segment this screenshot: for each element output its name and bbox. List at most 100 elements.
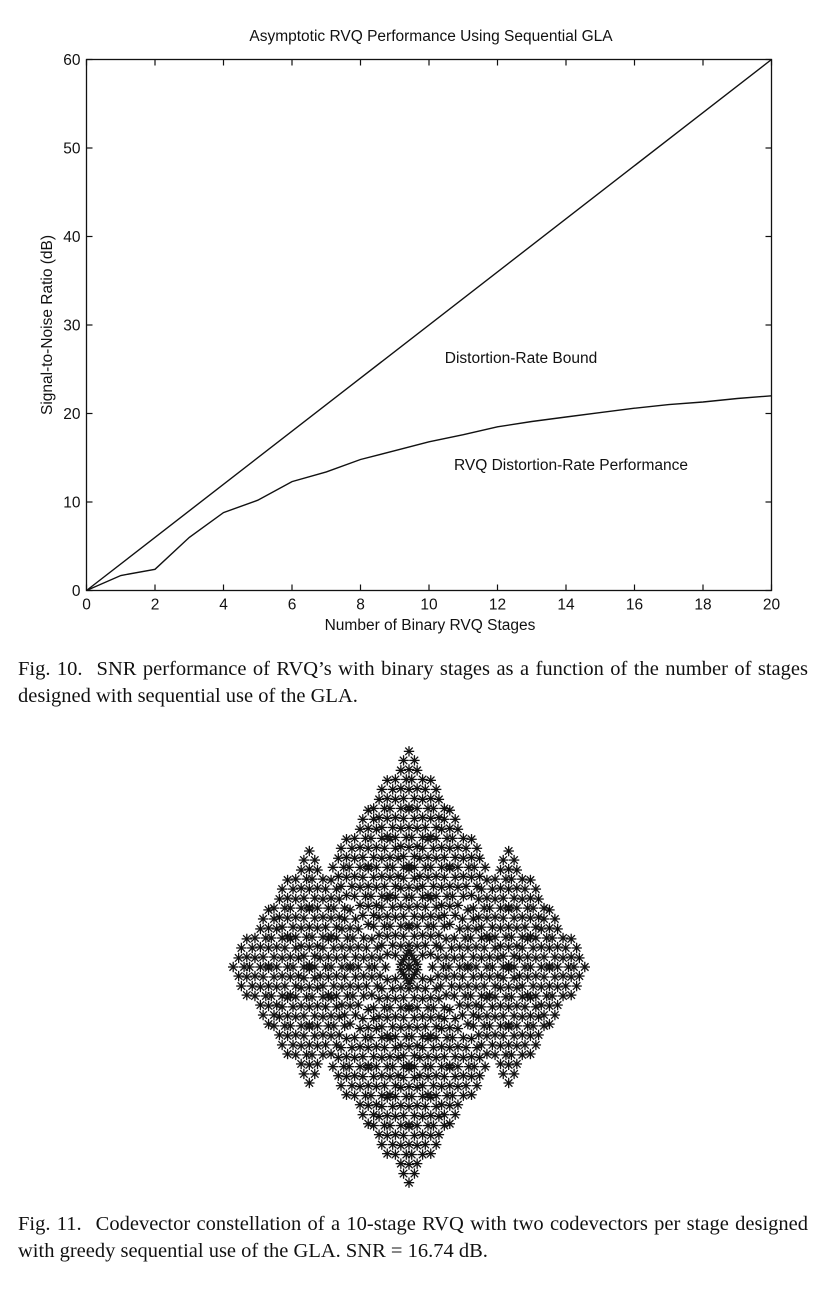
- codevector-point: [430, 1052, 442, 1063]
- codevector-point: [409, 911, 420, 922]
- codevector-point: [295, 1040, 307, 1052]
- y-tick-label: 40: [63, 229, 81, 246]
- codevector-point: [395, 959, 407, 970]
- codevector-point: [422, 1071, 434, 1082]
- codevector-point: [327, 862, 339, 873]
- codevector-point: [376, 940, 388, 951]
- codevector-point: [439, 872, 450, 883]
- codevector-point: [387, 1021, 398, 1033]
- codevector-point: [384, 803, 396, 814]
- codevector-point: [290, 1049, 301, 1061]
- codevector-point: [440, 951, 452, 963]
- codevector-point: [439, 1109, 450, 1120]
- codevector-point: [276, 970, 288, 982]
- codevector-point: [511, 922, 523, 934]
- codevector-point: [444, 861, 455, 872]
- codevector-point: [489, 1029, 501, 1041]
- codevector-point: [495, 882, 506, 894]
- codevector-point: [335, 1080, 347, 1091]
- codevector-point: [470, 961, 482, 973]
- codevector-point: [519, 921, 531, 933]
- codevector-point: [452, 862, 464, 873]
- codevector-point: [366, 933, 378, 945]
- codevector-point: [495, 902, 506, 914]
- codevector-point: [549, 1009, 561, 1021]
- codevector-point: [403, 860, 415, 871]
- codevector-point: [538, 902, 550, 914]
- codevector-point: [546, 932, 558, 944]
- codevector-point: [495, 1000, 506, 1012]
- x-tick-label: 8: [356, 597, 365, 614]
- codevector-point: [525, 930, 536, 942]
- codevector-point: [290, 873, 301, 885]
- codevector-point: [304, 1039, 315, 1051]
- codevector-point: [489, 1011, 501, 1023]
- codevector-point: [498, 912, 509, 924]
- codevector-point: [517, 911, 528, 923]
- codevector-point: [403, 784, 415, 795]
- codevector-point: [517, 1049, 528, 1061]
- codevector-point: [479, 942, 490, 954]
- codevector-point: [298, 950, 310, 962]
- codevector-point: [384, 1089, 396, 1100]
- codevector-point: [525, 874, 536, 886]
- codevector-point: [371, 1061, 382, 1072]
- codevector-point: [384, 1051, 396, 1062]
- codevector-point: [282, 1030, 293, 1042]
- codevector-point: [544, 1000, 555, 1012]
- x-tick-label: 18: [694, 597, 711, 614]
- codevector-point: [263, 960, 274, 972]
- codevector-point: [373, 930, 385, 941]
- codevector-point: [430, 871, 442, 882]
- codevector-point: [425, 1030, 436, 1042]
- codevector-point: [440, 971, 452, 983]
- codevector-point: [503, 981, 514, 993]
- codevector-point: [390, 881, 401, 892]
- codevector-point: [530, 1001, 542, 1013]
- codevector-point: [346, 1080, 358, 1091]
- codevector-point: [346, 1042, 358, 1053]
- codevector-point: [384, 1071, 396, 1082]
- codevector-point: [398, 813, 409, 824]
- codevector-point: [436, 862, 447, 873]
- codevector-point: [417, 1129, 428, 1140]
- codevector-point: [384, 921, 396, 932]
- codevector-point: [357, 872, 368, 883]
- series-rvq-line: [86, 395, 772, 592]
- codevector-point: [398, 1110, 409, 1121]
- codevector-point: [317, 1011, 329, 1023]
- codevector-point: [298, 1010, 310, 1022]
- codevector-point: [295, 882, 307, 894]
- codevector-point: [290, 931, 301, 943]
- codevector-point: [309, 1010, 320, 1022]
- codevector-point: [476, 883, 487, 895]
- codevector-point: [390, 1129, 401, 1140]
- codevector-point: [476, 970, 487, 982]
- codevector-point: [430, 784, 442, 795]
- codevector-point: [465, 990, 476, 1002]
- codevector-point: [382, 793, 393, 804]
- codevector-point: [390, 930, 401, 941]
- codevector-point: [331, 932, 342, 944]
- codevector-point: [263, 1000, 274, 1012]
- codevector-point: [544, 960, 555, 972]
- codevector-point: [517, 1011, 528, 1023]
- codevector-point: [390, 812, 401, 823]
- codevector-point: [422, 852, 434, 863]
- codevector-point: [363, 1060, 374, 1071]
- codevector-point: [481, 1030, 493, 1042]
- codevector-point: [266, 932, 277, 944]
- x-tick-label: 0: [82, 597, 91, 614]
- codevector-point: [533, 893, 544, 905]
- codevector-point: [244, 961, 255, 973]
- axis-ticks: 0 2 4 6 8 10 12 14 16 18 20 0 10 20 30 40 50 60: [63, 52, 780, 614]
- codevector-point: [414, 1052, 426, 1063]
- codevector-point: [481, 912, 493, 924]
- codevector-point: [357, 1071, 368, 1082]
- codevector-point: [450, 1071, 461, 1082]
- codevector-point: [430, 983, 442, 994]
- y-tick-label: 60: [63, 52, 81, 69]
- codevector-point: [395, 823, 407, 834]
- codevector-point: [295, 1000, 307, 1012]
- codevector-point: [328, 980, 339, 992]
